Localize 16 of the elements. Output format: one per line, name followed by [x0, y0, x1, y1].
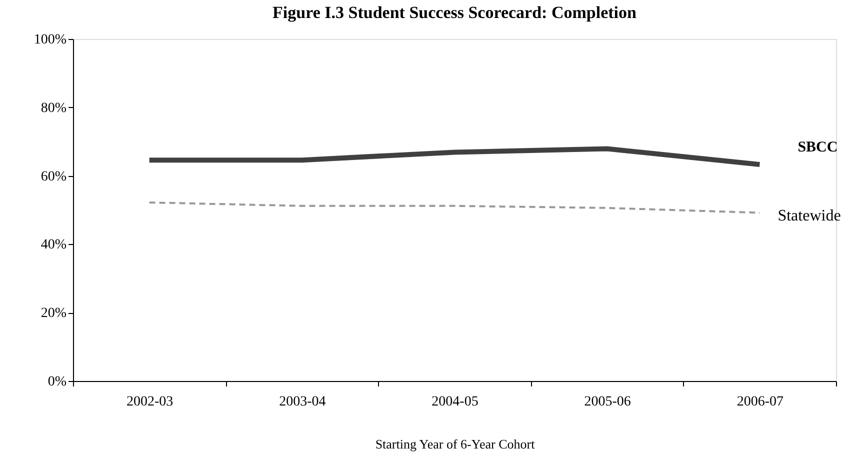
x-axis-title: Starting Year of 6-Year Cohort [375, 436, 536, 452]
y-tick-label: 80% [40, 100, 67, 116]
x-tick-label: 2005-06 [584, 394, 631, 410]
series-label: Statewide [778, 208, 841, 225]
y-tick-label: 60% [40, 169, 67, 184]
y-tick-label: 0% [48, 374, 67, 390]
x-tick-label: 2002-03 [126, 394, 174, 410]
x-tick-label: 2003-04 [279, 394, 326, 410]
x-tick-label: 2004-05 [432, 394, 478, 410]
y-tick-label: 40% [40, 238, 67, 253]
chart-title: Figure I.3 Student Success Scorecard: Completion [272, 3, 637, 22]
text: SBCC [798, 140, 838, 156]
y-tick-label: 20% [40, 306, 67, 322]
line-series [148, 201, 761, 214]
x-tick-label: 2006-07 [736, 394, 784, 410]
y-tick-label: 100% [34, 32, 67, 48]
